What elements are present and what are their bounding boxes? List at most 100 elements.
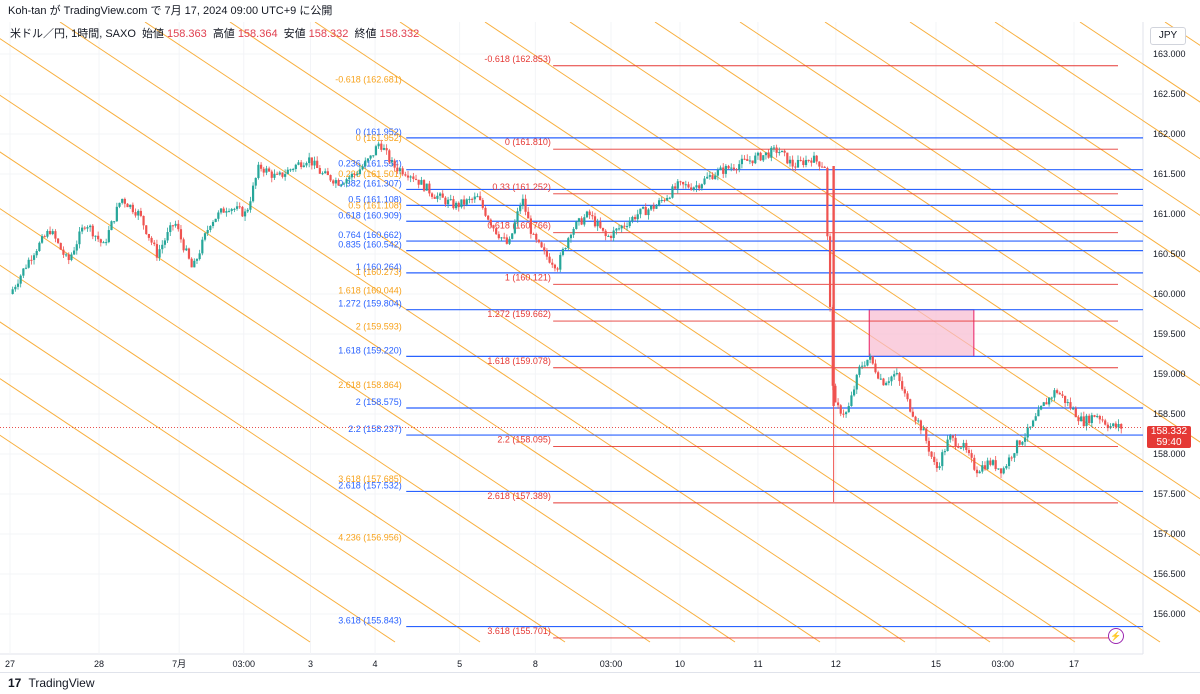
fib-level-label: 1.272 (159.662) [487, 309, 551, 319]
candle-body [388, 150, 391, 163]
candle-body [134, 212, 137, 216]
candle-body [1096, 416, 1099, 418]
candle-body [786, 152, 789, 164]
candle-body [834, 385, 837, 403]
candle-body [658, 200, 661, 206]
fib-level-label: 4.236 (156.956) [338, 533, 402, 543]
candle-body [54, 231, 57, 239]
candle-body [219, 208, 223, 213]
candle-body [804, 159, 808, 165]
candle-body [941, 452, 944, 467]
candle-body [762, 155, 765, 161]
candle-body [345, 179, 348, 184]
candle-body [951, 435, 955, 438]
candle-body [922, 428, 925, 431]
candle-body [348, 177, 351, 180]
candle-body [981, 465, 984, 472]
candle-body [214, 218, 217, 222]
fib-channel-line [909, 22, 1200, 216]
candle-body [612, 230, 615, 239]
fib-level-label: 2.2 (158.095) [497, 434, 551, 444]
last-price-tag: 158.332 59:40 [1147, 426, 1191, 448]
candle-body [989, 460, 992, 465]
candle-body [764, 152, 768, 156]
fib-channel-line [0, 321, 481, 643]
candle-body [169, 225, 172, 233]
candle-body [641, 207, 645, 209]
fib-channel-line [824, 22, 1200, 273]
fib-level-label: 1.272 (159.804) [338, 299, 402, 309]
chart-area[interactable]: 0 (161.952) 0.236 (161.554) 0.382 (161.307… [0, 22, 1200, 672]
candle-body [796, 159, 800, 168]
candle-body [302, 165, 305, 168]
candle-body [617, 228, 621, 230]
candle-body [1058, 392, 1061, 395]
candle-body [297, 162, 300, 165]
candle-body [16, 283, 20, 287]
time-tick-label: 10 [675, 659, 685, 669]
candle-body [770, 147, 773, 158]
candle-body [382, 148, 386, 150]
candle-body [409, 176, 412, 178]
candle-body [158, 249, 161, 258]
candle-body [727, 165, 730, 169]
candle-body [489, 219, 492, 226]
candle-body [316, 160, 319, 168]
time-tick-label: 11 [753, 659, 762, 669]
candle-body [644, 207, 647, 216]
candle-body [487, 215, 490, 220]
candle-body [647, 209, 650, 216]
candle-body [449, 199, 452, 201]
candle-body [919, 420, 922, 431]
fib-level-label: 0.835 (160.542) [338, 240, 402, 250]
candle-body [601, 227, 605, 231]
candle-body [682, 182, 685, 185]
candle-body [802, 160, 805, 165]
candle-body [227, 210, 231, 212]
candle-body [268, 168, 271, 172]
candle-body [877, 372, 880, 379]
candle-body [511, 233, 514, 239]
candle-body [406, 175, 410, 178]
fib-channel-line [0, 434, 311, 643]
publish-header: Koh-tan が TradingView.com で 7月 17, 2024 … [8, 5, 333, 17]
price-tick-label: 162.500 [1153, 89, 1186, 99]
candle-body [794, 166, 797, 168]
candle-body [105, 242, 108, 244]
lightning-icon[interactable]: ⚡ [1108, 628, 1124, 644]
fib-channel-line [144, 22, 1076, 643]
candle-body [380, 143, 383, 150]
candle-body [925, 428, 928, 441]
symbol-legend: 米ドル／円, 1時間, SAXO 始値 158.363 高値 158.364 安値 1… [10, 25, 422, 41]
candle-body [198, 253, 201, 260]
time-tick-label: 4 [373, 659, 378, 669]
candle-body [121, 198, 124, 203]
price-chart[interactable]: 0 (161.952) 0.236 (161.554) 0.382 (161.307… [0, 22, 1200, 672]
fib-level-label: 1 (160.121) [505, 272, 551, 282]
candle-body [1010, 457, 1013, 459]
high-label: 高値 [212, 28, 235, 40]
candle-body [832, 166, 835, 406]
open-label: 始値 [141, 28, 164, 40]
candle-body [358, 169, 362, 175]
candle-body [129, 204, 132, 208]
candle-body [719, 167, 722, 170]
candle-body [259, 164, 263, 169]
candle-body [249, 201, 252, 210]
candle-body [799, 159, 802, 161]
fib-level-label: 1.618 (159.220) [338, 345, 402, 355]
candle-body [756, 152, 760, 156]
candle-body [903, 389, 906, 394]
candle-body [545, 250, 549, 257]
fib-channel-line [399, 22, 1200, 556]
candle-body [350, 173, 354, 178]
candle-body [329, 175, 332, 181]
candle-body [385, 148, 388, 151]
candle-body [123, 198, 126, 204]
candle-body [428, 183, 431, 194]
candle-body [425, 183, 428, 191]
currency-button[interactable]: JPY [1150, 27, 1186, 45]
candle-body [182, 239, 185, 251]
candle-body [887, 381, 890, 383]
candle-body [233, 208, 236, 210]
